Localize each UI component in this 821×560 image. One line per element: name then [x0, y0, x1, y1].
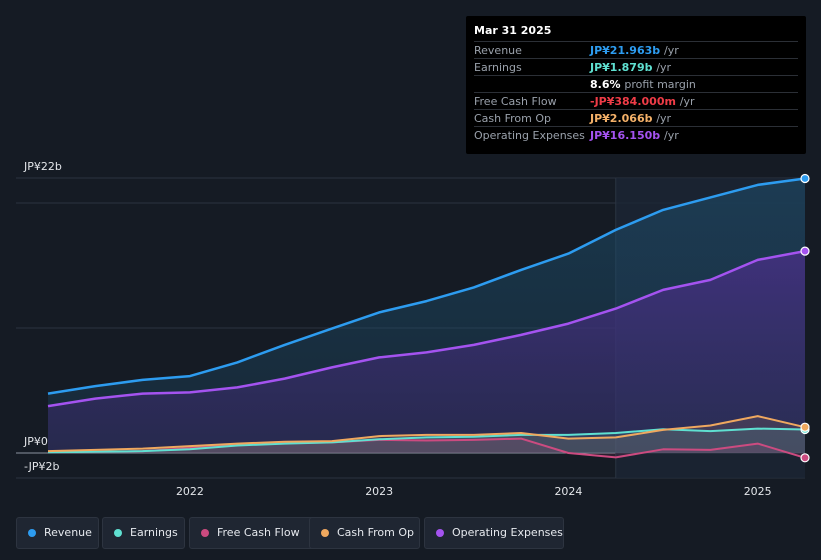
tooltip-value: JP¥1.879b /yr [590, 61, 672, 74]
x-tick-label: 2025 [744, 485, 772, 498]
revenue-line [47, 177, 806, 395]
legend-dot-icon [114, 529, 122, 537]
tooltip-label: Cash From Op [474, 112, 552, 125]
tooltip-label: Earnings [474, 61, 522, 74]
tooltip-row-operating-expenses: Operating Expenses JP¥16.150b /yr [474, 126, 798, 144]
x-tick-label: 2024 [554, 485, 582, 498]
tooltip-value: JP¥16.150b /yr [590, 129, 679, 142]
tooltip-value: 8.6% profit margin [590, 78, 696, 91]
operating-expenses-area [48, 251, 805, 453]
tooltip-value: -JP¥384.000m /yr [590, 95, 695, 108]
legend-label: Cash From Op [337, 526, 415, 539]
earnings-line [47, 427, 806, 454]
x-axis: 2022 2023 2024 2025 [176, 485, 772, 498]
legend-item-cash-from-op[interactable]: Cash From Op [309, 517, 420, 549]
x-tick-label: 2022 [176, 485, 204, 498]
tooltip-label: Revenue [474, 44, 522, 57]
legend-item-revenue[interactable]: Revenue [16, 517, 99, 549]
tooltip-row-cash-from-op: Cash From Op JP¥2.066b /yr [474, 109, 798, 127]
revenue-end-point [800, 173, 810, 184]
tooltip-value: JP¥2.066b /yr [590, 112, 672, 125]
legend-item-free-cash-flow[interactable]: Free Cash Flow [189, 517, 320, 549]
legend-item-earnings[interactable]: Earnings [102, 517, 185, 549]
x-tick-label: 2023 [365, 485, 393, 498]
y-axis-bottom-label: -JP¥2b [24, 460, 60, 473]
tooltip-label: Operating Expenses [474, 129, 585, 142]
y-axis-zero-label: JP¥0 [24, 435, 48, 448]
legend-label: Free Cash Flow [217, 526, 300, 539]
tooltip-row-free-cash-flow: Free Cash Flow -JP¥384.000m /yr [474, 92, 798, 110]
operating-expenses-end-point [800, 246, 810, 256]
operating-expenses-line [47, 249, 806, 408]
free-cash-flow-end-point [800, 453, 810, 463]
cash-from-op-line [47, 415, 806, 453]
y-axis-top-label: JP¥22b [24, 160, 62, 173]
free-cash-flow-area [48, 438, 805, 458]
tooltip-row-earnings: Earnings JP¥1.879b /yr [474, 58, 798, 76]
legend-label: Earnings [130, 526, 178, 539]
tooltip-row-margin: 8.6% profit margin [474, 75, 798, 93]
tooltip-row-revenue: Revenue JP¥21.963b /yr [474, 41, 798, 59]
series-lines [47, 173, 810, 463]
tooltip-date: Mar 31 2025 [474, 24, 552, 37]
tooltip-value: JP¥21.963b /yr [590, 44, 679, 57]
series-areas [48, 178, 805, 458]
legend-dot-icon [201, 529, 209, 537]
legend-dot-icon [321, 529, 329, 537]
tooltip: Mar 31 2025 Revenue JP¥21.963b /yr Earni… [466, 16, 806, 154]
legend-label: Revenue [44, 526, 92, 539]
legend-dot-icon [436, 529, 444, 537]
legend-item-operating-expenses[interactable]: Operating Expenses [424, 517, 564, 549]
legend-dot-icon [28, 529, 36, 537]
cash-from-op-end-point [800, 422, 810, 432]
tooltip-label: Free Cash Flow [474, 95, 557, 108]
legend-label: Operating Expenses [452, 526, 563, 539]
